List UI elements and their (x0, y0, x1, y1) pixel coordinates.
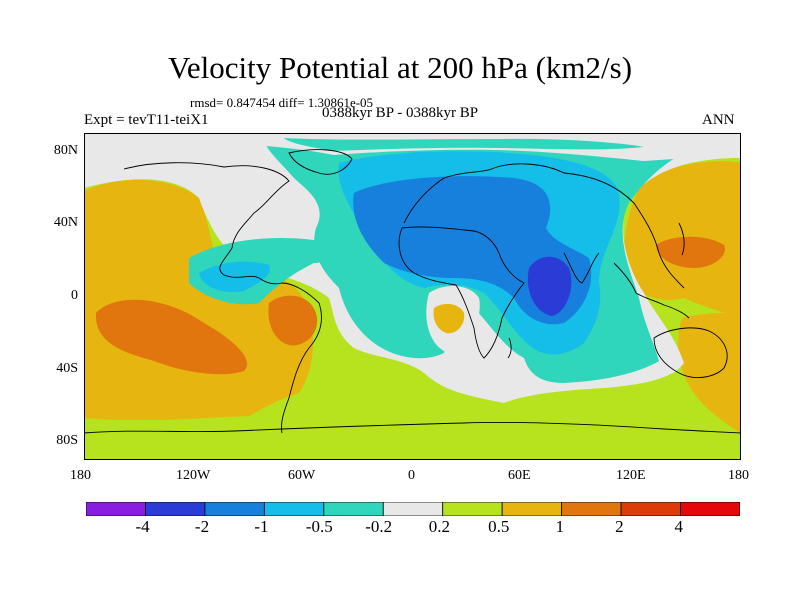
field-darkorange-samerica (268, 295, 318, 346)
colorbar (85, 501, 741, 521)
coastlines (84, 149, 741, 434)
colorbar-swatches (85, 501, 741, 517)
lat-label-80n: 80N (53, 143, 78, 158)
lon-label-120e: 120E (616, 468, 646, 483)
colorbar-label: 0.5 (488, 517, 510, 536)
plot-title: Velocity Potential at 200 hPa (km2/s) (167, 50, 633, 85)
field-cyan-arctic (284, 138, 644, 151)
coast-africa (398, 226, 525, 359)
lon-label-180-left: 180 (70, 468, 91, 483)
colorbar-label: 1 (555, 517, 565, 536)
field-orange-pacific (84, 179, 314, 421)
coast-north-america (123, 162, 290, 285)
field-darkorange-pacific (95, 299, 248, 375)
colorbar-swatch (680, 501, 741, 517)
colorbar-swatch (620, 501, 681, 517)
colorbar-swatch (145, 501, 206, 517)
coast-japan (678, 222, 685, 256)
map-panel (84, 133, 741, 460)
coast-australia (653, 327, 728, 379)
colorbar-swatch (85, 501, 146, 517)
colorbar-swatch (442, 501, 503, 517)
coast-india (563, 252, 600, 284)
coast-europe (403, 163, 685, 289)
colorbar-label: -1 (254, 517, 269, 536)
field-orange-southpacific (678, 312, 741, 433)
lon-label-60e: 60E (508, 468, 531, 483)
colorbar-label: 2 (615, 517, 624, 536)
season-label: ANN (702, 112, 735, 128)
coast-antarctica (84, 422, 741, 434)
lon-label-60w: 60W (288, 468, 316, 483)
colorbar-swatch (382, 501, 444, 517)
lat-label-40s: 40S (56, 361, 78, 376)
coast-greenland (288, 149, 353, 175)
colorbar-swatch (561, 501, 622, 517)
field-orange-africa (433, 303, 465, 334)
field-darkblue-minimum (527, 256, 572, 316)
colorbar-label: -0.5 (305, 517, 333, 536)
colorbar-label: -2 (194, 517, 210, 536)
lat-label-40n: 40N (53, 215, 78, 230)
coast-southeast-asia (613, 262, 690, 319)
colorbar-label: -4 (135, 517, 150, 536)
colorbar-label: 4 (674, 517, 684, 536)
colorbar-swatch (501, 501, 563, 517)
lat-label-0: 0 (71, 288, 78, 303)
lon-label-120w: 120W (176, 468, 211, 483)
colorbar-label: -0.2 (365, 517, 393, 536)
colorbar-swatch (263, 501, 325, 517)
map-frame (84, 133, 741, 460)
contour-map (84, 133, 741, 460)
lat-label-80s: 80S (56, 433, 78, 448)
coast-madagascar (507, 337, 512, 359)
lon-label-0: 0 (408, 468, 415, 483)
colorbar-swatch (204, 501, 265, 517)
coast-south-america (281, 282, 322, 434)
period-label: 0388kyr BP - 0388kyr BP (321, 105, 479, 121)
field-darkorange-westpacific (656, 236, 725, 268)
colorbar-swatch (323, 501, 384, 517)
experiment-label: Expt = tevT11-teiX1 (84, 112, 209, 128)
stats-line: rmsd= 0.847454 diff= 1.30861e-05 (190, 95, 374, 110)
lon-label-180-right: 180 (728, 468, 749, 483)
colorbar-label: 0.2 (428, 517, 450, 536)
